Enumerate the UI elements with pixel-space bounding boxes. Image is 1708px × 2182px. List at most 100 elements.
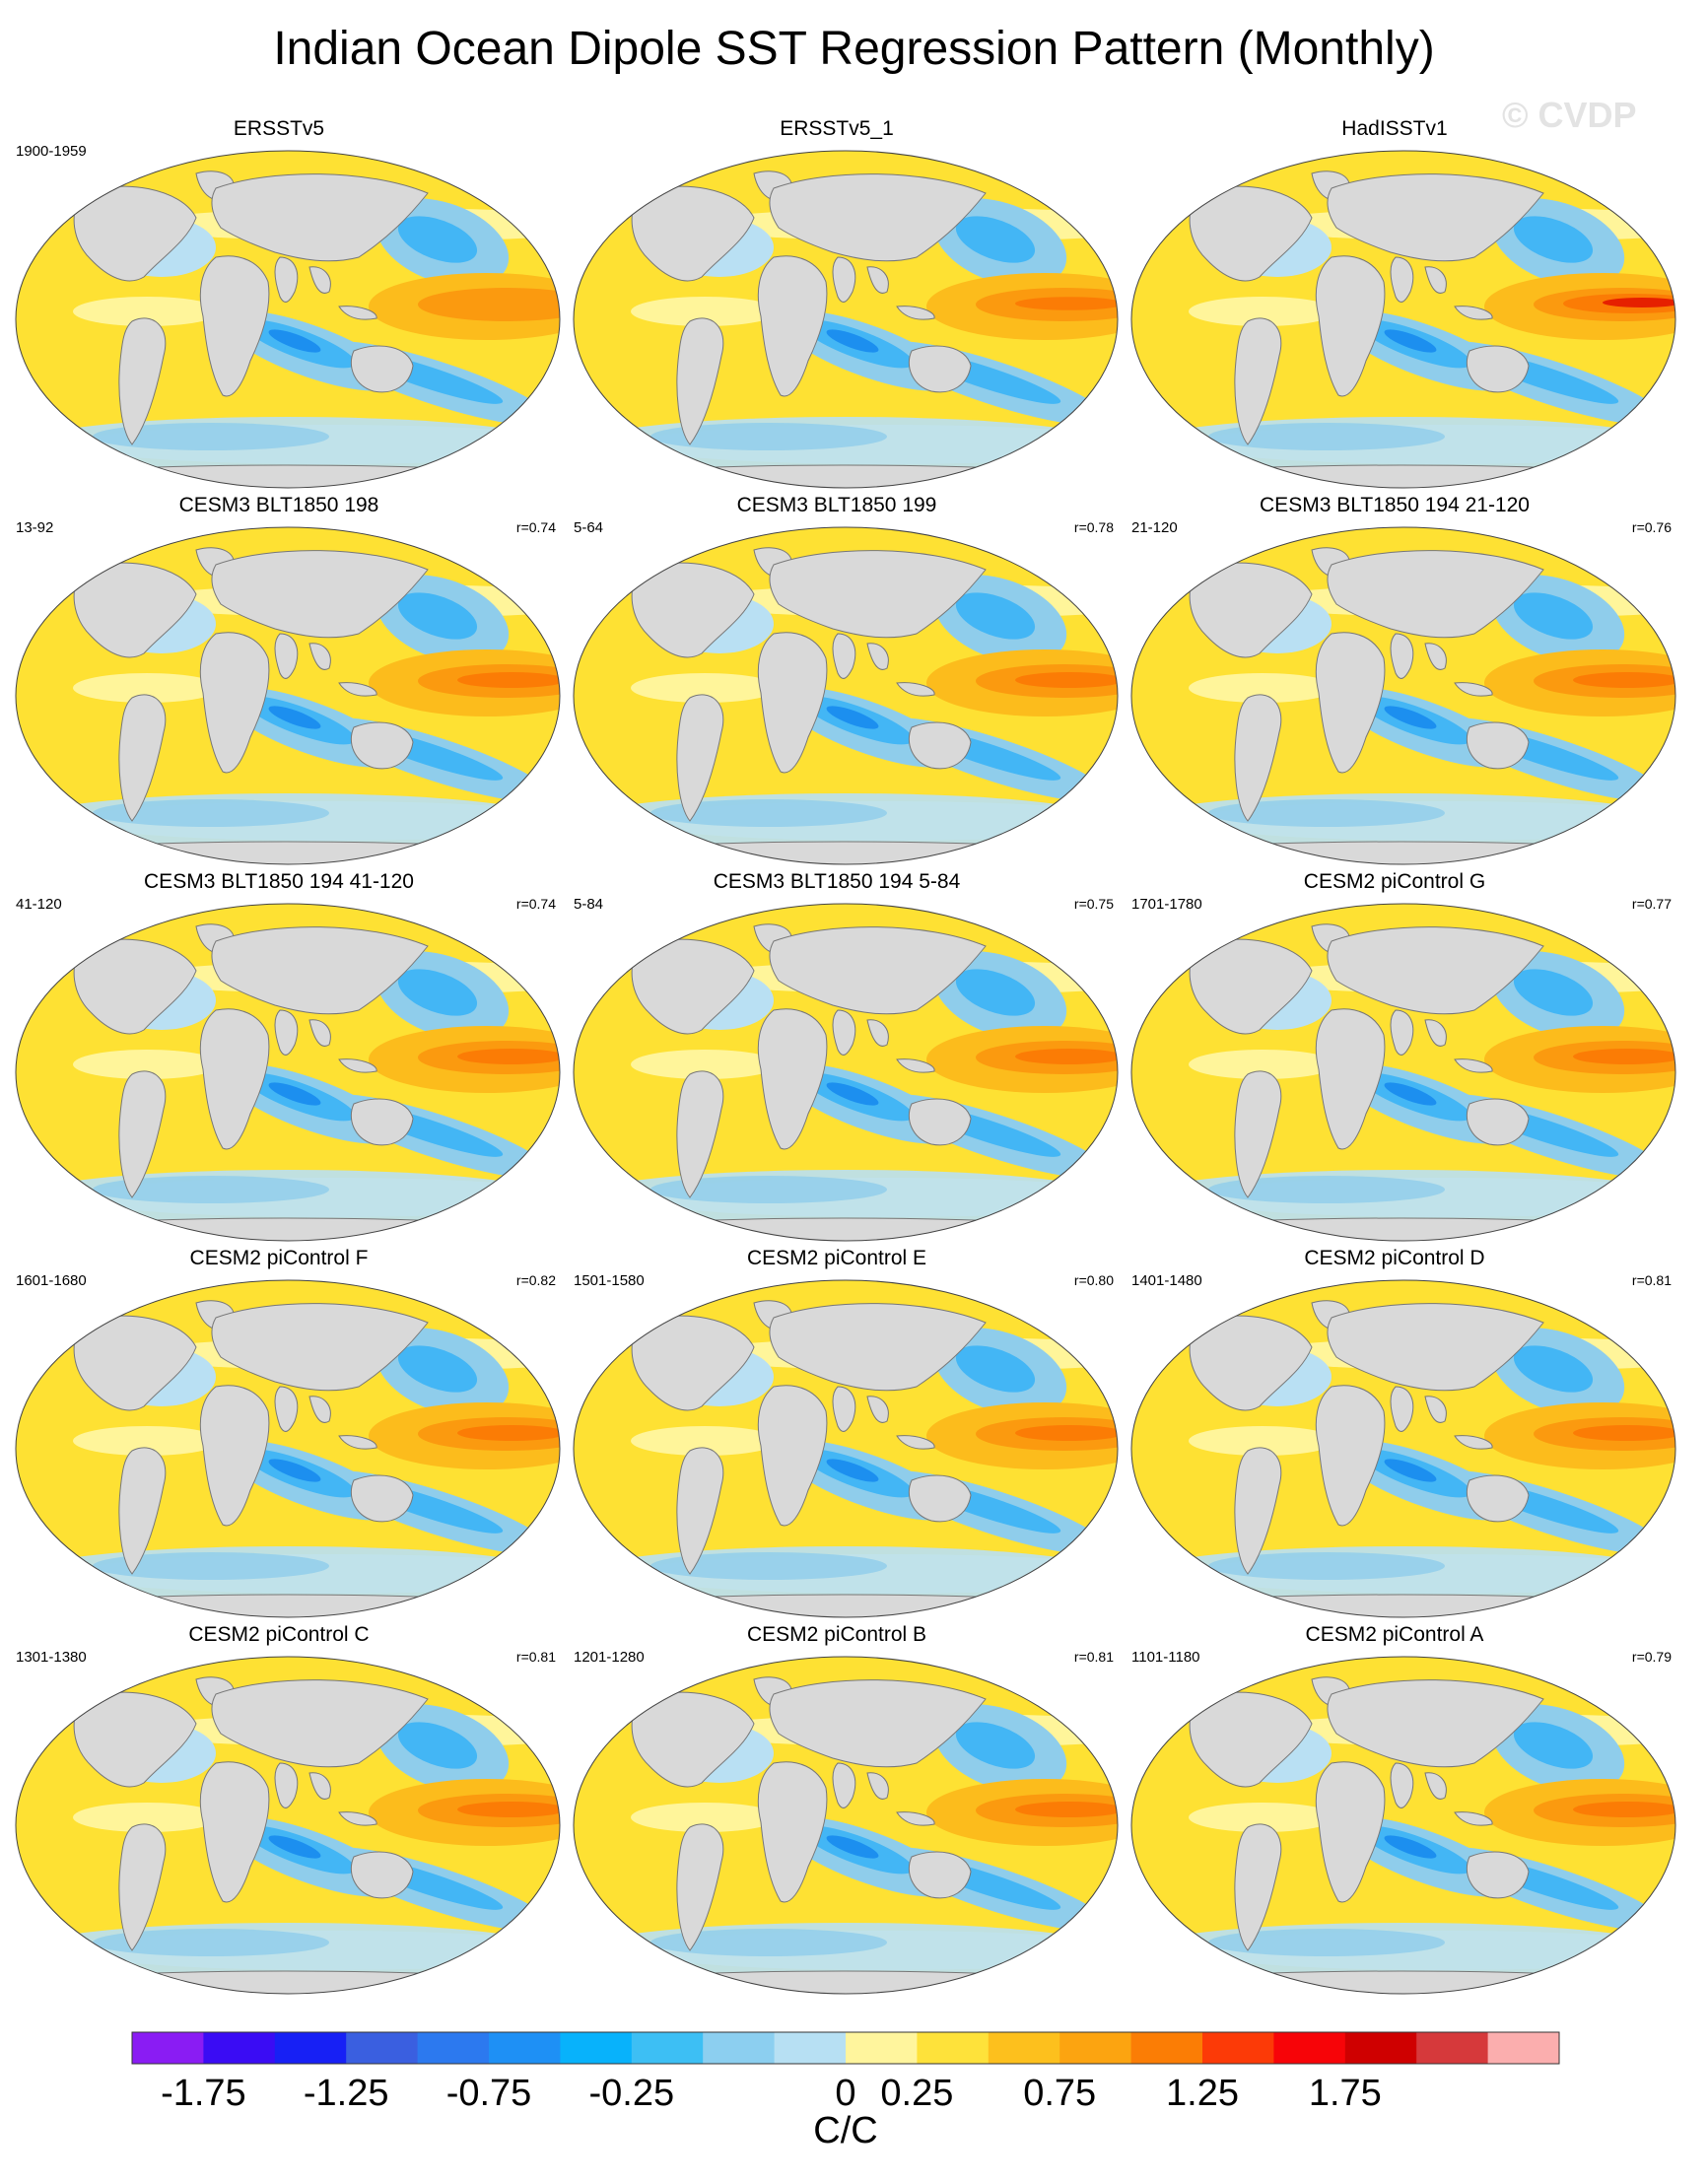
panel-correlation: r=0.77 (1631, 896, 1672, 912)
panel-correlation: r=0.81 (1631, 1272, 1672, 1288)
colorbar-tick-label: 1.75 (1309, 2073, 1382, 2114)
panel-title: CESM2 piControl D (1304, 1247, 1485, 1269)
colorbar-segment (417, 2032, 490, 2064)
sst-map (573, 526, 1119, 865)
panel-title: HadISSTv1 (1341, 117, 1448, 140)
panel-period: 5-64 (574, 519, 604, 536)
sst-map (1130, 903, 1676, 1242)
colorbar-segment (560, 2032, 633, 2064)
map-panel: CESM3 BLT1850 199 5-64 r=0.78 (558, 494, 1119, 870)
panel-period: 41-120 (16, 896, 62, 913)
colorbar-segment (132, 2032, 204, 2064)
page-title: Indian Ocean Dipole SST Regression Patte… (273, 23, 1435, 75)
map-panel: CESM2 piControl C 1301-1380 r=0.81 (0, 1623, 561, 2000)
colorbar-segment (988, 2032, 1060, 2064)
colorbar-tick-label: -0.75 (446, 2073, 532, 2114)
panel-title: CESM2 piControl B (746, 1623, 927, 1646)
sst-map (1130, 1656, 1676, 1995)
panel-period: 1101-1180 (1131, 1649, 1200, 1666)
colorbar-segment (1487, 2032, 1560, 2064)
panel-correlation: r=0.79 (1631, 1649, 1672, 1665)
colorbar-segment (631, 2032, 704, 2064)
map-panel: CESM3 BLT1850 194 5-84 5-84 r=0.75 (558, 870, 1119, 1247)
panel-title: CESM3 BLT1850 194 41-120 (144, 870, 414, 893)
colorbar-segment (274, 2032, 347, 2064)
panel-period: 1601-1680 (16, 1272, 87, 1289)
colorbar-segment (1059, 2032, 1132, 2064)
sst-map (15, 1279, 561, 1618)
panel-title: CESM3 BLT1850 194 21-120 (1260, 494, 1530, 516)
colorbar-segment (1130, 2032, 1203, 2064)
panel-title: CESM2 piControl C (188, 1623, 370, 1646)
sst-map (15, 1656, 561, 1995)
sst-map (15, 903, 561, 1242)
sst-map (1130, 1279, 1676, 1618)
colorbar-segment (203, 2032, 276, 2064)
sst-map (573, 903, 1119, 1242)
panel-title: ERSSTv5 (233, 117, 325, 140)
colorbar-tick-label: 0.25 (880, 2073, 953, 2114)
panel-correlation: r=0.82 (515, 1272, 556, 1288)
colorbar-tick-label: -1.75 (161, 2073, 246, 2114)
sst-map (1130, 150, 1676, 489)
colorbar-tick-label: 1.25 (1166, 2073, 1239, 2114)
panel-title: ERSSTv5_1 (780, 117, 894, 140)
colorbar-tick-label: 0 (835, 2073, 855, 2114)
panel-period: 21-120 (1131, 519, 1178, 536)
colorbar-tick-label: 0.75 (1023, 2073, 1096, 2114)
panel-period: 1501-1580 (574, 1272, 645, 1289)
watermark: © CVDP (1502, 95, 1637, 135)
sst-map (15, 150, 561, 489)
colorbar-segment (346, 2032, 419, 2064)
colorbar-segment (774, 2032, 847, 2064)
panel-period: 1900-1959 (16, 143, 87, 160)
colorbar-segment (1202, 2032, 1274, 2064)
map-panel: CESM3 BLT1850 198 13-92 r=0.74 (0, 494, 561, 870)
colorbar-segment (1416, 2032, 1489, 2064)
panel-period: 13-92 (16, 519, 54, 536)
colorbar-segment (489, 2032, 561, 2064)
colorbar-segment (1344, 2032, 1417, 2064)
colorbar-segment (703, 2032, 776, 2064)
panel-correlation: r=0.76 (1631, 519, 1672, 535)
panel-period: 5-84 (574, 896, 604, 913)
panel-title: CESM3 BLT1850 199 (736, 494, 937, 516)
map-panel: CESM3 BLT1850 194 21-120 21-120 r=0.76 (1116, 494, 1676, 870)
colorbar-tick-label: -1.25 (304, 2073, 389, 2114)
panel-correlation: r=0.81 (1073, 1649, 1114, 1665)
panel-title: CESM2 piControl A (1305, 1623, 1484, 1646)
colorbar-segment (846, 2032, 918, 2064)
panel-period: 1701-1780 (1131, 896, 1202, 913)
map-panel: CESM2 piControl D 1401-1480 r=0.81 (1116, 1247, 1676, 1623)
sst-map (573, 150, 1119, 489)
panel-title: CESM2 piControl E (746, 1247, 927, 1269)
map-panel: ERSSTv5_1 (558, 117, 1119, 494)
panel-correlation: r=0.81 (515, 1649, 556, 1665)
panel-title: CESM3 BLT1850 198 (178, 494, 379, 516)
colorbar-units: C/C (813, 2110, 877, 2151)
panel-correlation: r=0.80 (1073, 1272, 1114, 1288)
sst-map (573, 1656, 1119, 1995)
map-panel: ERSSTv5 1900-1959 (0, 117, 561, 494)
sst-map (15, 526, 561, 865)
map-panel: HadISSTv1 (1116, 117, 1676, 494)
colorbar-segment (1273, 2032, 1346, 2064)
colorbar-segment (917, 2032, 990, 2064)
map-panel: CESM2 piControl B 1201-1280 r=0.81 (558, 1623, 1119, 2000)
map-panel: CESM3 BLT1850 194 41-120 41-120 r=0.74 (0, 870, 561, 1247)
panel-correlation: r=0.75 (1073, 896, 1114, 912)
panel-period: 1301-1380 (16, 1649, 87, 1666)
panel-grid: ERSSTv5 1900-1959 ERSSTv5_1 HadISSTv1 CESM3 … (0, 117, 1676, 2000)
sst-map (1130, 526, 1676, 865)
panel-period: 1401-1480 (1131, 1272, 1202, 1289)
map-panel: CESM2 piControl A 1101-1180 r=0.79 (1116, 1623, 1676, 2000)
panel-correlation: r=0.74 (515, 896, 556, 912)
panel-period: 1201-1280 (574, 1649, 645, 1666)
map-panel: CESM2 piControl E 1501-1580 r=0.80 (558, 1247, 1119, 1623)
panel-correlation: r=0.74 (515, 519, 556, 535)
sst-map (573, 1279, 1119, 1618)
panel-title: CESM2 piControl F (189, 1247, 369, 1269)
map-panel: CESM2 piControl G 1701-1780 r=0.77 (1116, 870, 1676, 1247)
colorbar-tick-label: -0.25 (588, 2073, 674, 2114)
map-panel: CESM2 piControl F 1601-1680 r=0.82 (0, 1247, 561, 1623)
